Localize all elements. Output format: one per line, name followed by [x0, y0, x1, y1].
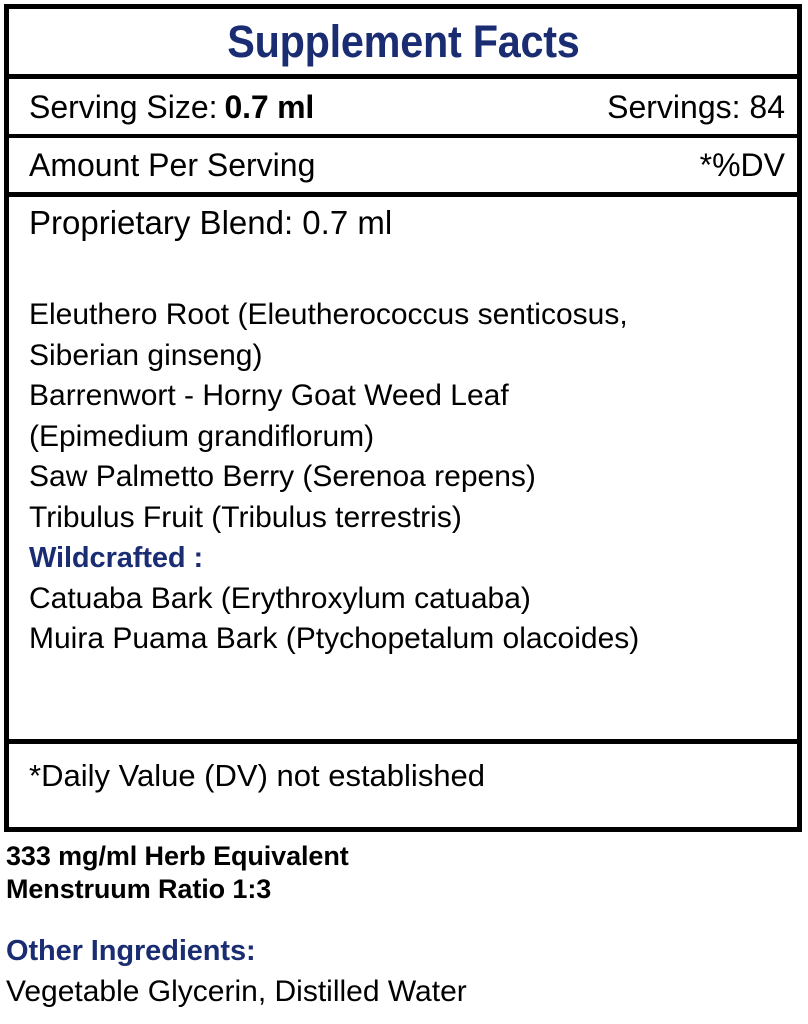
daily-value-footnote: *Daily Value (DV) not established [9, 744, 797, 807]
label-title-band: Supplement Facts [9, 9, 797, 79]
other-ingredients-heading: Other Ingredients: [6, 935, 256, 967]
list-item: Eleuthero Root (Eleutherococcus senticos… [29, 298, 628, 331]
blend-spacer [29, 243, 785, 295]
other-ingredients-body: Vegetable Glycerin, Distilled Water [6, 975, 467, 1008]
list-item: Siberian ginseng) [29, 338, 263, 372]
serving-size-label: Serving Size: [29, 88, 218, 125]
list-item: Barrenwort - Horny Goat Weed Leaf [29, 379, 509, 412]
list-item: (Epimedium grandiflorum) [29, 419, 375, 453]
wildcrafted-heading: Wildcrafted : [29, 542, 204, 574]
below-panel-notes: 333 mg/ml Herb Equivalent Menstruum Rati… [6, 840, 802, 1010]
ingredient-list: Eleuthero Root (Eleutherococcus senticos… [29, 295, 785, 660]
amount-per-serving-row: Amount Per Serving *%DV [9, 138, 797, 197]
list-item: Tribulus Fruit (Tribulus terrestris) [29, 500, 462, 534]
list-item: Muira Puama Bark (Ptychopetalum olacoide… [29, 622, 640, 655]
daily-value-footnote-text: *Daily Value (DV) not established [29, 757, 486, 793]
list-item: Catuaba Bark (Erythroxylum catuaba) [29, 581, 531, 615]
serving-size-row: Serving Size: 0.7 ml Servings: 84 [9, 79, 797, 138]
servings-count: Servings: 84 [607, 88, 785, 125]
daily-value-header: *%DV [699, 147, 785, 183]
list-item: Saw Palmetto Berry (Serenoa repens) [29, 460, 536, 493]
proprietary-blend-title: Proprietary Blend: 0.7 ml [29, 204, 393, 241]
proprietary-blend-section: Proprietary Blend: 0.7 ml Eleuthero Root… [9, 197, 797, 744]
herb-equivalent-line: 333 mg/ml Herb Equivalent [6, 841, 349, 871]
serving-size-value: 0.7 ml [224, 88, 315, 125]
amount-per-serving-label: Amount Per Serving [29, 147, 316, 183]
menstruum-ratio-line: Menstruum Ratio 1:3 [6, 874, 272, 904]
page-title: Supplement Facts [226, 16, 580, 67]
supplement-facts-panel: Supplement Facts Serving Size: 0.7 ml Se… [4, 4, 802, 832]
